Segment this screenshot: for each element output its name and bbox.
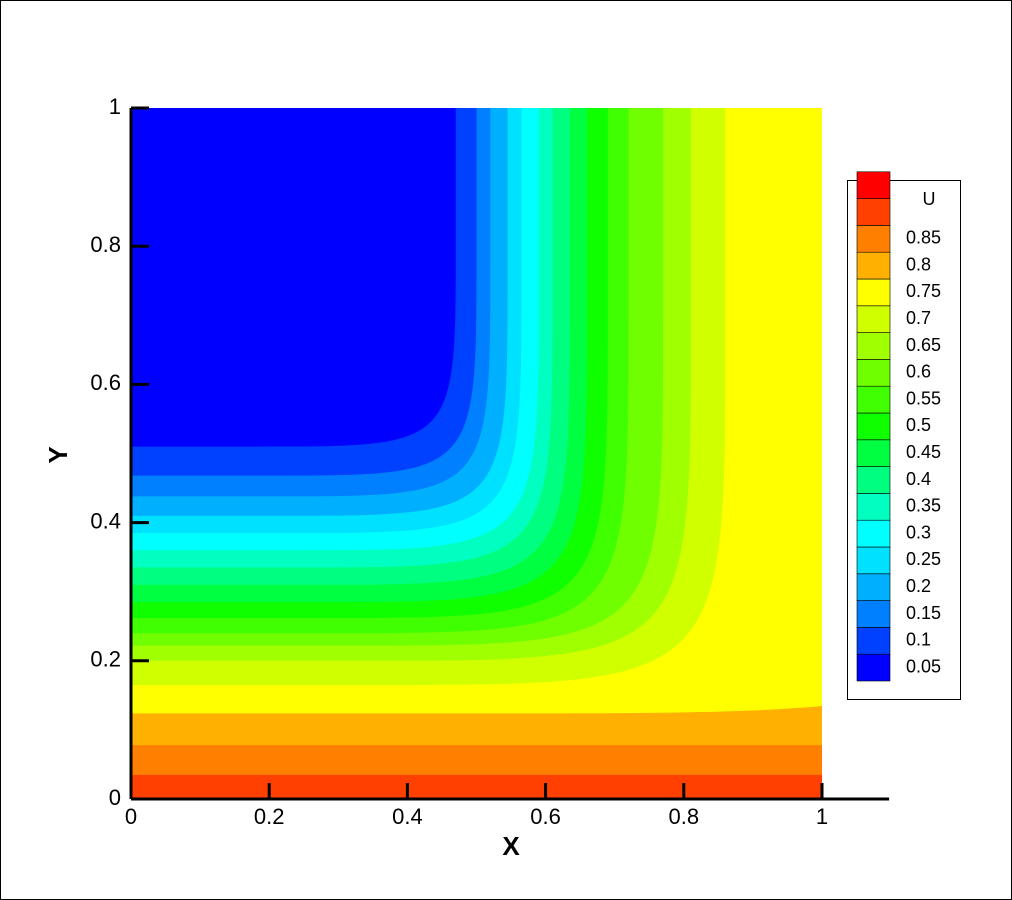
y-tick-label: 1 xyxy=(109,94,121,119)
contour-band xyxy=(131,108,456,447)
legend: U 0.05 0.1 0.15 0.2 0.25 0.3 0.35 0.4 0.45 0.5 0.5… xyxy=(847,171,961,700)
y-tick-label: 0 xyxy=(109,785,121,810)
legend-label: 0.4 xyxy=(906,469,931,489)
legend-swatch xyxy=(856,198,891,226)
legend-swatch xyxy=(856,466,891,494)
legend-label: 0.45 xyxy=(906,442,941,462)
legend-label: 0.6 xyxy=(906,362,931,382)
x-tick-label: 1 xyxy=(816,804,828,829)
legend-label: 0.3 xyxy=(906,522,931,542)
legend-label: 0.85 xyxy=(906,228,941,248)
legend-swatch xyxy=(856,412,891,441)
legend-swatch xyxy=(856,573,891,601)
legend-label: 0.2 xyxy=(906,576,931,596)
y-tick-label: 0.2 xyxy=(90,647,121,672)
legend-swatch xyxy=(856,627,891,655)
legend-swatch xyxy=(856,225,891,253)
legend-swatch xyxy=(856,332,891,360)
legend-label: 0.55 xyxy=(906,388,941,408)
legend-swatch xyxy=(856,653,891,682)
legend-title: U xyxy=(923,189,936,209)
legend-swatch xyxy=(856,278,891,307)
legend-swatch xyxy=(856,519,891,548)
contour-field xyxy=(131,108,822,799)
x-tick-label: 0.2 xyxy=(254,804,285,829)
legend-label: 0.15 xyxy=(906,603,941,623)
legend-label: 0.75 xyxy=(906,281,941,301)
legend-label: 0.8 xyxy=(906,254,931,274)
legend-swatch xyxy=(856,251,891,280)
legend-swatch xyxy=(856,385,891,414)
y-tick-label: 0.4 xyxy=(90,508,121,533)
legend-swatch xyxy=(856,439,891,467)
legend-label: 0.7 xyxy=(906,308,931,328)
x-tick-label: 0.4 xyxy=(392,804,423,829)
axes: 0 0.2 0.4 0.6 0.8 1 0 0.2 0.4 0.6 0.8 1 xyxy=(90,94,890,829)
legend-swatch xyxy=(856,546,891,575)
legend-swatch xyxy=(856,493,891,521)
legend-label: 0.5 xyxy=(906,415,931,435)
y-axis-label: Y xyxy=(43,446,73,463)
legend-swatch xyxy=(856,305,891,333)
legend-label: 0.35 xyxy=(906,496,941,516)
y-tick-label: 0.6 xyxy=(90,370,121,395)
x-tick-label: 0 xyxy=(125,804,137,829)
legend-label: 0.1 xyxy=(906,630,931,650)
legend-swatch xyxy=(856,359,891,387)
legend-label: 0.25 xyxy=(906,549,941,569)
y-tick-label: 0.8 xyxy=(90,232,121,257)
x-axis-label: X xyxy=(502,831,520,861)
x-tick-label: 0.6 xyxy=(530,804,561,829)
legend-label: 0.05 xyxy=(906,656,941,676)
legend-swatch xyxy=(856,600,891,628)
legend-swatch xyxy=(856,171,891,199)
x-tick-label: 0.8 xyxy=(669,804,700,829)
legend-label: 0.65 xyxy=(906,335,941,355)
